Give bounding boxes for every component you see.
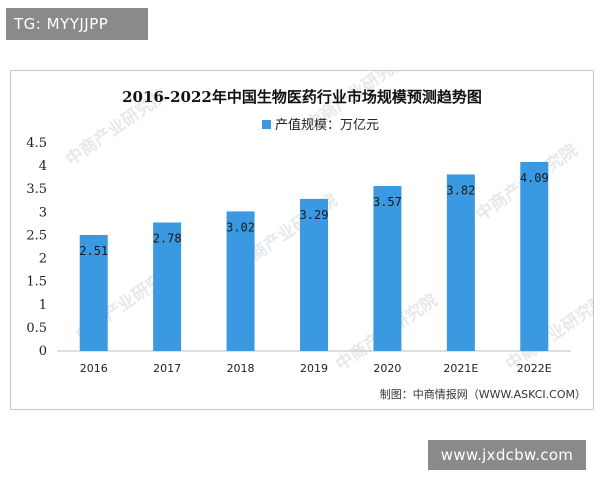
bar (446, 174, 475, 351)
data-labels: 2.51 2.78 3.02 3.29 3.57 3.82 4.09 (79, 171, 548, 258)
chart-title: 2016-2022年中国生物医药行业市场规模预测趋势图 (122, 88, 482, 106)
bar-chart: 中商产业研究院中商产业研究院中商产业研究院中商产业研究院中商产业研究院中商产业研… (26, 71, 593, 401)
data-label: 3.29 (300, 208, 329, 222)
data-label: 4.09 (520, 171, 549, 185)
x-tick-label: 2021E (443, 362, 478, 375)
bar (373, 185, 402, 351)
legend-label: 产值规模：万亿元 (275, 117, 379, 133)
y-axis-ticks: 0 0.5 1 1.5 2 2.5 3 3.5 4 4.5 (26, 136, 47, 359)
y-tick-label: 1.5 (26, 275, 47, 290)
y-tick-label: 0 (39, 344, 47, 359)
bar (300, 198, 328, 351)
y-tick-label: 1 (39, 298, 47, 313)
top-tag-label: TG: MYYJJPP (6, 8, 148, 40)
y-tick-label: 3.5 (26, 182, 47, 197)
x-axis-ticks: 2016 2017 2018 2019 2020 2021E 2022E (80, 362, 552, 375)
data-label: 3.82 (446, 183, 475, 197)
x-tick-label: 2022E (517, 362, 552, 375)
y-tick-label: 0.5 (26, 321, 47, 336)
y-tick-label: 3 (39, 205, 47, 220)
data-label: 2.51 (79, 244, 108, 258)
data-label: 3.02 (226, 220, 255, 234)
legend: 产值规模：万亿元 (262, 117, 379, 133)
data-label: 2.78 (153, 232, 182, 246)
source-note: 制图：中商情报网（WWW.ASKCI.COM） (380, 387, 586, 401)
bar (79, 234, 108, 351)
bottom-tag-label: www.jxdcbw.com (428, 440, 586, 470)
x-tick-label: 2020 (373, 362, 401, 375)
chart-frame: 中商产业研究院中商产业研究院中商产业研究院中商产业研究院中商产业研究院中商产业研… (10, 70, 594, 410)
y-tick-label: 2.5 (26, 228, 47, 243)
x-tick-label: 2018 (227, 362, 255, 375)
bar (153, 222, 182, 351)
x-tick-label: 2016 (80, 362, 108, 375)
data-label: 3.57 (373, 195, 402, 209)
x-tick-label: 2017 (153, 362, 181, 375)
y-tick-label: 2 (39, 252, 47, 267)
y-tick-label: 4.5 (26, 136, 47, 151)
bar (226, 211, 255, 351)
bar (520, 161, 549, 351)
bars (79, 161, 549, 351)
legend-swatch (262, 120, 271, 129)
x-tick-label: 2019 (300, 362, 328, 375)
y-tick-label: 4 (39, 159, 47, 174)
